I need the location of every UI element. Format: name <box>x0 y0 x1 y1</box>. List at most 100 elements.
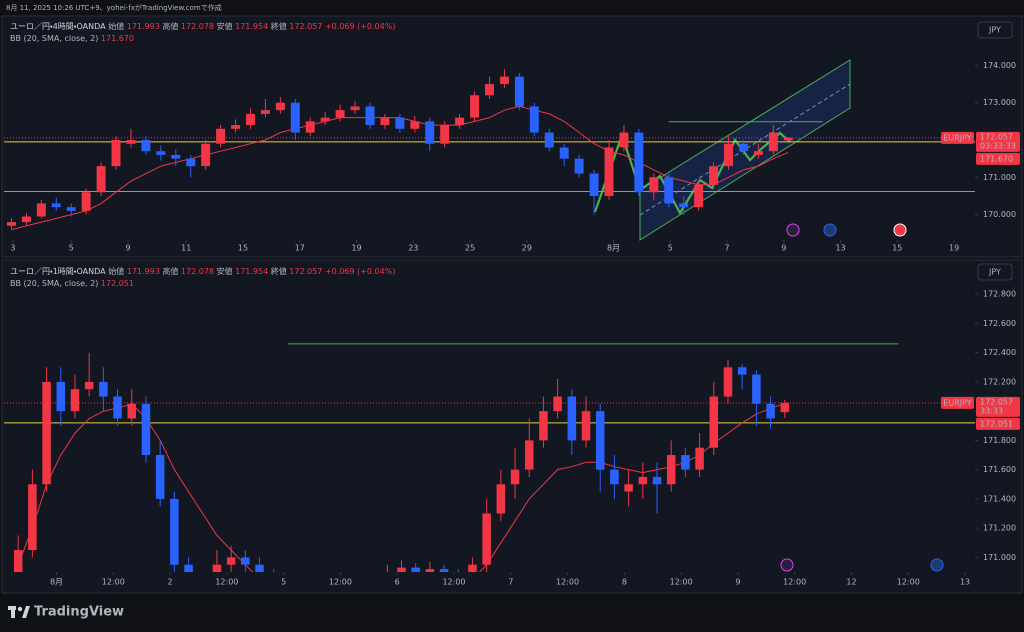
currency-button <box>977 263 1013 281</box>
candle-body <box>567 396 577 441</box>
candle-body <box>485 84 494 96</box>
candle-body <box>212 564 222 572</box>
candle-body <box>96 166 106 193</box>
y-tick-label: 171.400 <box>983 494 1016 503</box>
indicator-value: 172.051 <box>101 279 134 288</box>
x-tick-label: 29 <box>522 244 532 253</box>
y-tick-label: 171.200 <box>983 524 1016 533</box>
candle-body <box>455 117 465 126</box>
x-tick-label: 15 <box>892 244 902 253</box>
x-tick-label: 8 <box>622 578 627 587</box>
ohlc-label: 安値 <box>217 21 233 31</box>
x-tick-label: 12:00 <box>215 578 238 587</box>
candle-body <box>70 389 80 412</box>
candle-body <box>141 140 151 152</box>
symbol: ユーロ／円・1時間・OANDA <box>10 267 106 276</box>
candle-body <box>595 411 605 470</box>
candle-body <box>127 403 137 419</box>
x-tick-label: 7 <box>508 578 513 587</box>
candle-body <box>13 550 23 572</box>
candle-body <box>780 402 790 413</box>
x-tick-label: 25 <box>465 244 475 253</box>
candle-body <box>510 469 520 485</box>
candle-body <box>709 396 719 448</box>
indicator-tag-label: 171.670 <box>980 154 1013 163</box>
candle-body <box>28 484 37 551</box>
x-tick-label: 12:00 <box>783 578 806 587</box>
candle-body <box>184 564 193 572</box>
ohlc-label: 終値 <box>271 21 287 31</box>
legend: ユーロ／円・1時間・OANDA 始値 171.993 高値 172.078 安値… <box>10 266 395 276</box>
candle-body <box>679 203 689 208</box>
plot <box>4 343 975 572</box>
candle-body <box>66 207 76 211</box>
x-tick-label: 2 <box>168 578 173 587</box>
candle-body <box>81 192 91 211</box>
candle-body <box>652 476 662 485</box>
candle-body <box>350 106 360 111</box>
x-tick-label: 5 <box>668 244 673 253</box>
candle-body <box>624 484 633 492</box>
x-tick-label: 9 <box>125 244 130 253</box>
ohlc-value: 171.954 <box>235 22 268 31</box>
candle-body <box>470 95 480 118</box>
x-tick-label: 7 <box>724 244 729 253</box>
indicator-name: BB (20, SMA, close, 2) <box>10 34 98 43</box>
symbol-tag <box>941 131 974 144</box>
candle-body <box>335 110 345 118</box>
candle-body <box>514 76 524 107</box>
candle-body <box>738 143 748 152</box>
candle-body <box>499 76 509 85</box>
x-tick-label: 19 <box>351 244 361 253</box>
y-tick-label: 174.000 <box>983 61 1016 70</box>
candle-body <box>170 498 179 565</box>
candle-body <box>649 177 659 193</box>
legend: ユーロ／円・4時間・OANDA 始値 171.993 高値 172.078 安値… <box>10 21 395 31</box>
event-icon <box>893 223 907 237</box>
candle-body <box>559 147 569 159</box>
candle-body <box>320 117 330 122</box>
candle-body <box>664 177 674 204</box>
candle-body <box>241 557 250 565</box>
candle-body <box>126 140 136 144</box>
candle-body <box>753 151 763 155</box>
plot <box>4 69 975 231</box>
symbol-tag <box>941 396 974 409</box>
candle-body <box>752 374 761 404</box>
candle-body <box>99 381 108 397</box>
candle-body <box>439 569 449 572</box>
ohlc-label: 始値 <box>108 21 124 31</box>
ohlc-value: 171.993 <box>127 267 160 276</box>
currency-label: JPY <box>988 26 1001 35</box>
candle-body <box>425 569 435 572</box>
candle-body <box>260 110 270 114</box>
symbol: ユーロ／円・4時間・OANDA <box>10 22 106 31</box>
x-tick-label: 3 <box>10 244 15 253</box>
candle-body <box>365 106 375 126</box>
symbol-tag-label: EURJPY <box>943 133 971 142</box>
ohlc-value: 172.078 <box>181 267 214 276</box>
candle-body <box>216 128 226 144</box>
candle-body <box>290 102 300 133</box>
candle-body <box>141 403 151 456</box>
candle-body <box>766 403 775 419</box>
candle-body <box>482 513 491 565</box>
candle-body <box>723 367 733 397</box>
candle-body <box>783 137 793 141</box>
x-tick-label: 12:00 <box>329 578 352 587</box>
y-tick-label: 171.600 <box>983 465 1016 474</box>
x-tick-label: 23 <box>408 244 418 253</box>
candle-body <box>524 440 534 470</box>
candle-body <box>737 367 747 375</box>
candle-body <box>255 564 264 572</box>
countdown-label: 03:33:33 <box>980 141 1016 150</box>
event-icon <box>786 223 800 237</box>
candle-body <box>619 132 629 148</box>
price-tag-label: 172.057 <box>980 132 1013 141</box>
price-tag-label: 172.057 <box>980 397 1013 406</box>
candle-body <box>581 411 591 441</box>
indicator-tag-label: 172.051 <box>980 419 1013 428</box>
event-icons <box>780 223 944 572</box>
logo-part <box>17 606 23 612</box>
